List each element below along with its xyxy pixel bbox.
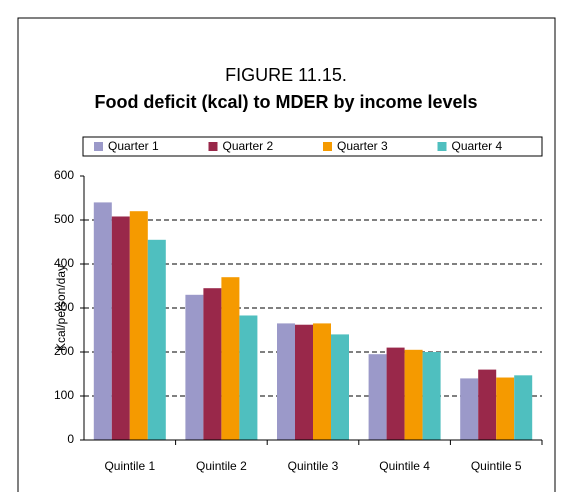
bar — [460, 378, 479, 440]
bar — [203, 288, 222, 440]
x-tick-label: Quintile 2 — [196, 459, 247, 473]
bar — [404, 349, 423, 440]
bar — [93, 202, 112, 440]
bar — [368, 354, 387, 440]
bar — [147, 239, 166, 440]
bar — [478, 369, 497, 440]
y-tick-label: 400 — [54, 256, 74, 270]
x-tick-label: Quintile 3 — [288, 459, 339, 473]
bar — [313, 323, 331, 440]
y-tick-label: 0 — [67, 432, 74, 446]
bar — [331, 334, 349, 440]
bar — [239, 315, 258, 440]
bar — [496, 377, 515, 440]
bar — [185, 294, 204, 440]
bar — [514, 375, 533, 440]
frame — [17, 17, 556, 492]
chart-title: FIGURE 11.15. — [225, 65, 347, 85]
y-tick-label: 200 — [54, 344, 74, 358]
x-tick-label: Quintile 1 — [104, 459, 155, 473]
legend-label: Quarter 1 — [108, 139, 159, 153]
legend-label: Quarter 3 — [337, 139, 388, 153]
y-tick-label: 100 — [54, 388, 74, 402]
legend-label: Quarter 4 — [452, 139, 503, 153]
chart-subtitle: Food deficit (kcal) to MDER by income le… — [94, 92, 477, 112]
legend-swatch — [208, 142, 218, 151]
legend-box — [82, 136, 543, 157]
bar — [386, 347, 405, 440]
legend-label: Quarter 2 — [223, 139, 274, 153]
x-tick-label: Quintile 4 — [379, 459, 430, 473]
legend-swatch — [94, 142, 103, 151]
bar — [111, 216, 130, 440]
bar — [221, 277, 240, 440]
legend-swatch — [323, 142, 332, 151]
y-tick-label: 500 — [54, 212, 74, 226]
y-tick-label: 300 — [54, 300, 74, 314]
bar — [422, 352, 441, 440]
x-tick-label: Quintile 5 — [471, 459, 522, 473]
bar — [129, 211, 148, 440]
y-axis-label: Kcal/person/day — [54, 265, 68, 351]
bar — [277, 323, 295, 440]
bar — [295, 324, 313, 440]
legend-swatch — [437, 142, 447, 151]
y-tick-label: 600 — [54, 168, 74, 182]
